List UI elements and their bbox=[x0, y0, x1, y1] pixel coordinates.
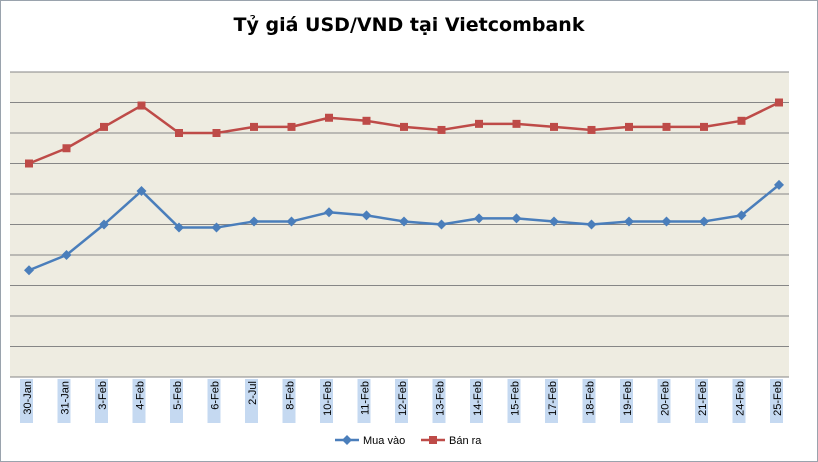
data-point bbox=[137, 101, 146, 110]
chart-title: Tỷ giá USD/VND tại Vietcombank bbox=[233, 14, 585, 36]
tick-label-highlight bbox=[282, 379, 296, 423]
series-2 bbox=[25, 98, 783, 168]
tick-label-highlight bbox=[695, 379, 708, 423]
data-point bbox=[287, 122, 296, 131]
x-tick-label: 21-Feb bbox=[697, 381, 709, 416]
tick-label-highlight bbox=[470, 379, 483, 423]
data-point bbox=[250, 122, 258, 131]
data-point bbox=[774, 179, 784, 190]
data-point bbox=[324, 207, 334, 218]
data-point bbox=[775, 98, 783, 107]
tick-label-highlight bbox=[20, 379, 33, 423]
data-point bbox=[400, 122, 408, 131]
legend: Mua vào Bán ra bbox=[335, 435, 482, 447]
data-point bbox=[25, 159, 33, 168]
x-tick-label: 4-Feb bbox=[135, 381, 147, 410]
data-point bbox=[437, 125, 446, 134]
x-tick-label: 19-Feb bbox=[622, 381, 634, 416]
x-tick-label: 25-Feb bbox=[772, 381, 784, 416]
data-point bbox=[661, 216, 672, 227]
legend-item: Bán ra bbox=[421, 435, 482, 447]
tick-label-highlight bbox=[582, 379, 596, 423]
data-point bbox=[361, 210, 372, 221]
tick-label-highlight bbox=[207, 379, 221, 423]
data-point bbox=[211, 222, 222, 233]
data-point bbox=[174, 222, 184, 233]
x-axis: 30-Jan 31-Jan 3-Feb 4-Feb 5-Feb 6-Feb 2-Jul 8-F… bbox=[10, 376, 789, 423]
tick-label-highlight bbox=[395, 379, 408, 423]
tick-label-highlight bbox=[170, 379, 183, 423]
tick-label-highlight bbox=[432, 379, 446, 423]
tick-label-highlight bbox=[132, 379, 146, 423]
tick-label-highlight bbox=[95, 379, 108, 423]
x-tick-label: 13-Feb bbox=[435, 381, 447, 416]
data-point bbox=[699, 216, 709, 227]
legend-marker bbox=[429, 436, 437, 444]
data-point bbox=[24, 265, 34, 276]
data-point bbox=[474, 213, 484, 224]
tick-label-highlight bbox=[245, 379, 258, 423]
legend-label: Bán ra bbox=[449, 435, 482, 447]
x-tick-label: 24-Feb bbox=[735, 381, 747, 416]
data-point bbox=[61, 250, 72, 260]
data-point bbox=[325, 113, 333, 122]
data-point bbox=[475, 119, 483, 128]
x-tick-label: 17-Feb bbox=[547, 381, 559, 416]
tick-label-highlight bbox=[507, 379, 521, 423]
data-point bbox=[62, 144, 71, 153]
x-tick-label: 10-Feb bbox=[322, 381, 334, 416]
x-tick-label: 12-Feb bbox=[397, 381, 409, 416]
data-point bbox=[399, 216, 409, 227]
tick-label-highlight bbox=[357, 379, 371, 423]
x-tick-label: 8-Feb bbox=[285, 381, 297, 410]
tick-label-highlight bbox=[732, 379, 746, 423]
legend-label: Mua vào bbox=[363, 435, 405, 447]
x-tick-label: 15-Feb bbox=[510, 381, 522, 416]
tick-label-highlight bbox=[545, 379, 558, 423]
data-point bbox=[549, 216, 559, 227]
data-point bbox=[249, 216, 259, 227]
data-point bbox=[100, 122, 108, 131]
data-point bbox=[512, 119, 521, 128]
data-point bbox=[586, 219, 597, 230]
x-tick-label: 18-Feb bbox=[585, 381, 597, 416]
data-point bbox=[736, 210, 747, 221]
x-tick-label: 5-Feb bbox=[172, 381, 184, 410]
data-point bbox=[436, 219, 447, 230]
x-tick-label: 14-Feb bbox=[472, 381, 484, 416]
data-point bbox=[136, 185, 147, 196]
legend-marker bbox=[342, 435, 352, 445]
x-tick-label: 2-Jul bbox=[247, 381, 259, 405]
data-point bbox=[700, 122, 708, 131]
tick-label-highlight bbox=[620, 379, 633, 423]
x-tick-label: 11-Feb bbox=[360, 381, 372, 415]
x-tick-label: 20-Feb bbox=[660, 381, 672, 416]
tick-label-highlight bbox=[320, 379, 333, 423]
data-point bbox=[587, 125, 596, 134]
data-point bbox=[175, 129, 183, 137]
data-point bbox=[624, 216, 634, 227]
data-point bbox=[625, 122, 633, 131]
data-point bbox=[737, 116, 746, 125]
x-tick-label: 31-Jan bbox=[60, 381, 72, 415]
tick-label-highlight bbox=[657, 379, 671, 423]
data-point bbox=[286, 216, 297, 227]
tick-label-highlight bbox=[770, 379, 783, 423]
x-tick-label: 6-Feb bbox=[210, 381, 222, 410]
data-point bbox=[511, 213, 522, 224]
data-point bbox=[662, 122, 671, 131]
data-point bbox=[212, 129, 221, 137]
data-point bbox=[550, 122, 558, 131]
data-point bbox=[362, 116, 371, 125]
series-layer bbox=[24, 98, 784, 276]
legend-item: Mua vào bbox=[335, 435, 405, 447]
tick-label-highlight bbox=[57, 379, 71, 423]
data-point bbox=[99, 219, 109, 230]
x-tick-label: 3-Feb bbox=[97, 381, 109, 410]
x-tick-label: 30-Jan bbox=[22, 381, 34, 415]
series-1 bbox=[24, 179, 784, 276]
